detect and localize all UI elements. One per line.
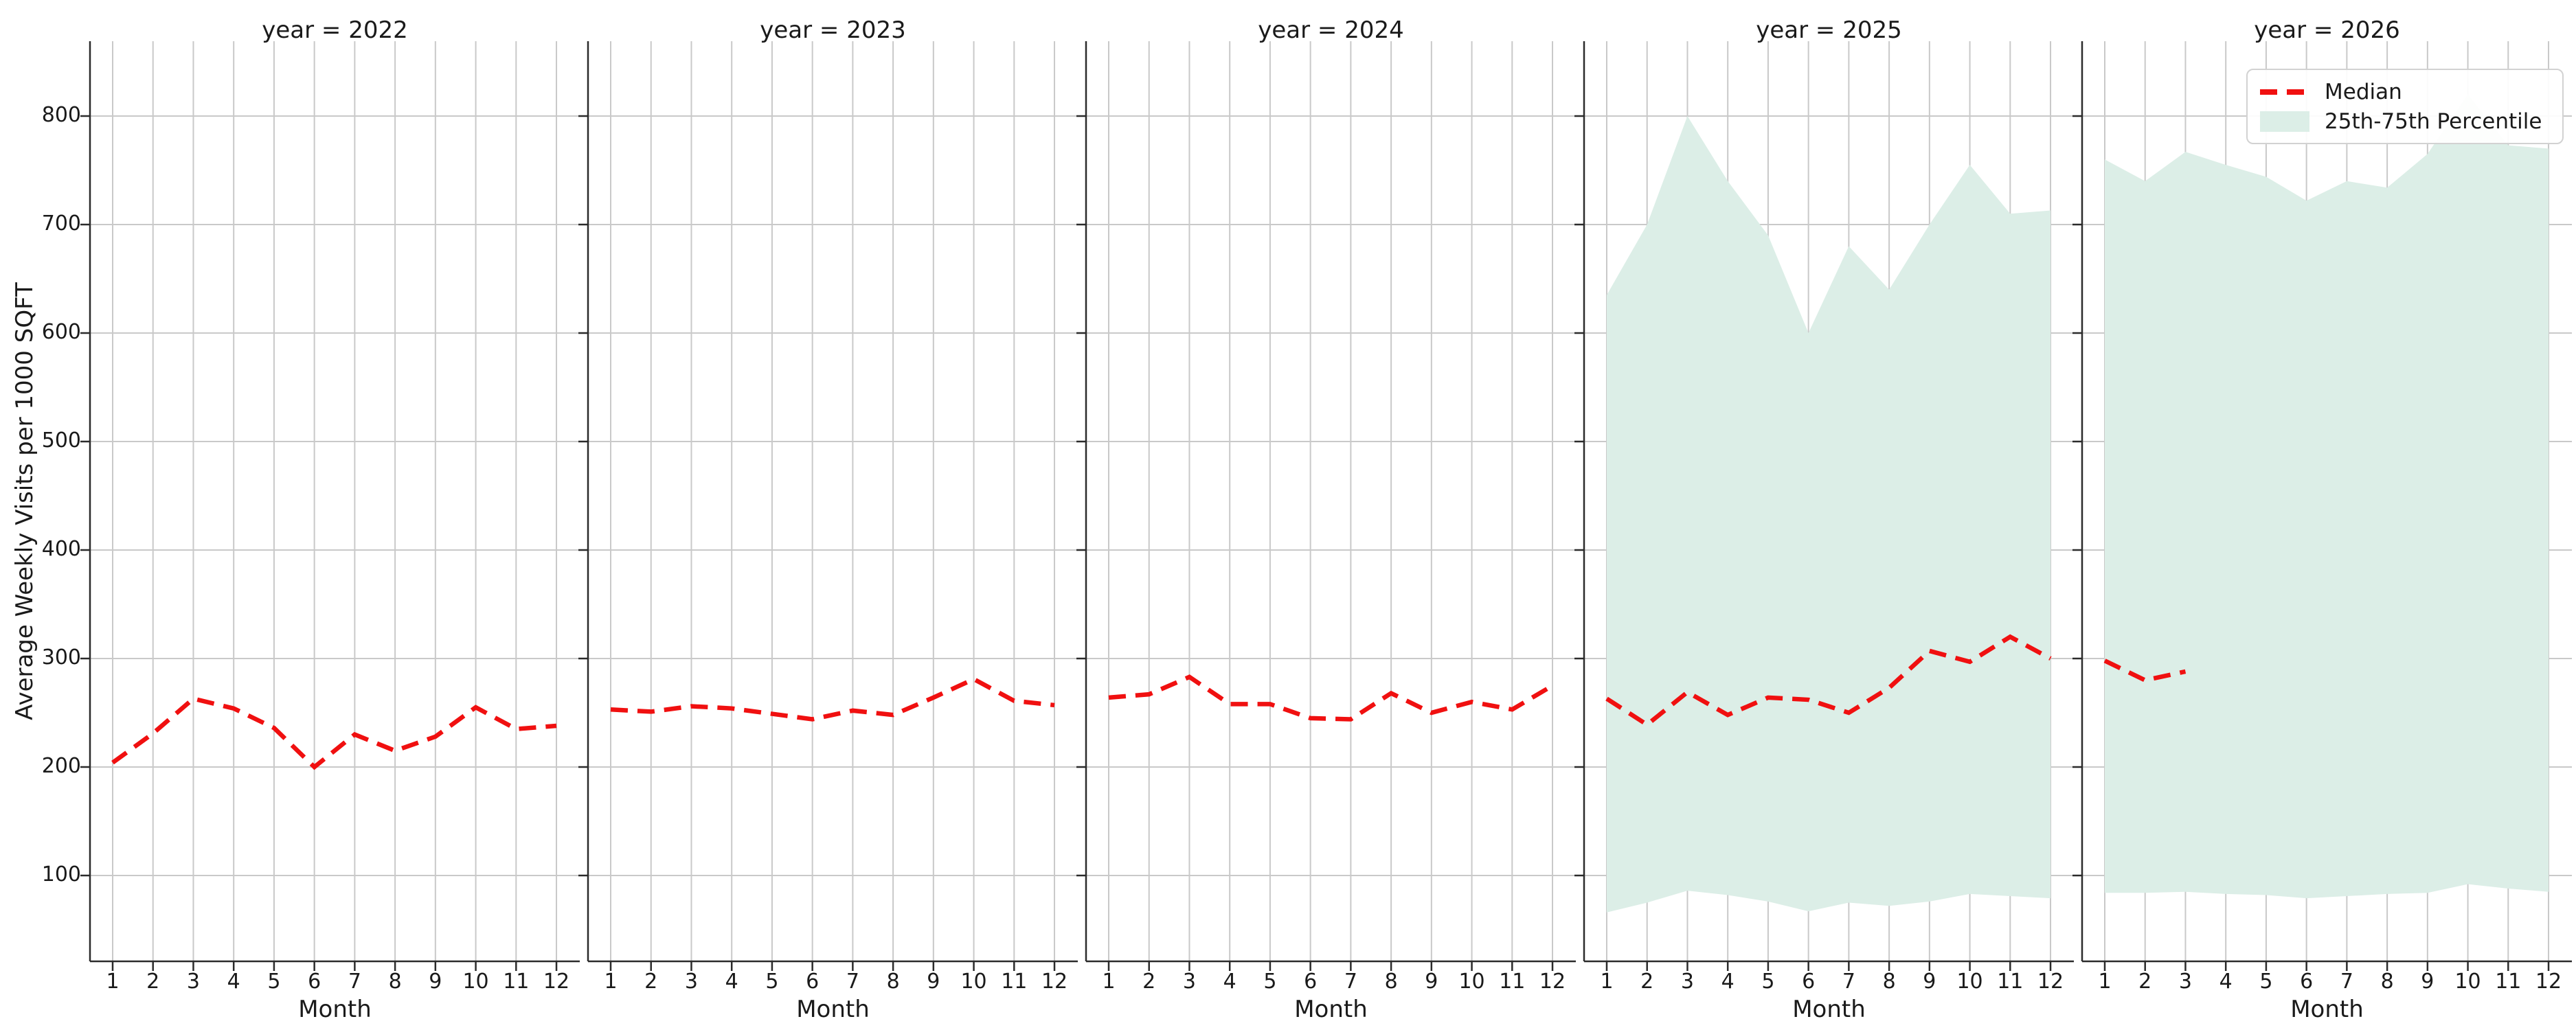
panel-title: year = 2024 [1258, 16, 1404, 44]
x-tick-label: 3 [1680, 970, 1694, 994]
x-tick-label: 6 [308, 970, 321, 994]
x-tick-label: 6 [1304, 970, 1318, 994]
y-tick-label: 100 [41, 862, 81, 886]
x-tick-label: 7 [2340, 970, 2353, 994]
panel-2023 [578, 41, 1078, 971]
legend-label-percentile-band: 25th-75th Percentile [2325, 108, 2542, 134]
x-tick-label: 4 [2219, 970, 2233, 994]
x-tick-label: 8 [1384, 970, 1398, 994]
panel-title: year = 2022 [262, 16, 408, 44]
x-tick-label: 11 [2495, 970, 2522, 994]
legend-item-percentile-band: 25th-75th Percentile [2260, 109, 2550, 134]
x-tick-label: 9 [1425, 970, 1438, 994]
x-tick-label: 2 [1640, 970, 1654, 994]
y-tick-label: 200 [41, 754, 81, 778]
x-tick-label: 10 [960, 970, 987, 994]
x-tick-label: 11 [1499, 970, 1526, 994]
x-tick-label: 7 [348, 970, 361, 994]
percentile-band [1607, 116, 2051, 913]
x-tick-label: 10 [1956, 970, 1983, 994]
x-tick-label: 11 [503, 970, 530, 994]
x-axis-label: Month [298, 996, 372, 1023]
x-tick-label: 4 [1223, 970, 1236, 994]
x-tick-label: 12 [1539, 970, 1566, 994]
x-tick-label: 9 [927, 970, 940, 994]
x-tick-label: 6 [1802, 970, 1816, 994]
panel-2025 [1574, 41, 2074, 971]
x-tick-label: 7 [1842, 970, 1855, 994]
y-tick-label: 400 [41, 537, 81, 561]
x-tick-label: 10 [1458, 970, 1485, 994]
x-tick-label: 1 [2098, 970, 2112, 994]
x-tick-label: 10 [2454, 970, 2481, 994]
x-tick-label: 7 [1344, 970, 1357, 994]
x-tick-label: 4 [1721, 970, 1735, 994]
x-tick-label: 8 [886, 970, 900, 994]
x-tick-label: 12 [1041, 970, 1068, 994]
x-tick-label: 5 [2259, 970, 2273, 994]
x-tick-label: 2 [2138, 970, 2152, 994]
legend-label-median: Median [2325, 79, 2402, 104]
x-tick-label: 2 [146, 970, 160, 994]
x-tick-label: 5 [1761, 970, 1775, 994]
panel-title: year = 2023 [760, 16, 906, 44]
x-tick-label: 8 [388, 970, 402, 994]
x-tick-label: 5 [765, 970, 779, 994]
x-tick-label: 11 [1997, 970, 2024, 994]
x-tick-label: 12 [2535, 970, 2562, 994]
x-axis-label: Month [796, 996, 870, 1023]
y-tick-label: 800 [41, 103, 81, 127]
legend-item-median: Median [2260, 80, 2550, 104]
x-tick-label: 4 [227, 970, 240, 994]
x-tick-label: 4 [725, 970, 738, 994]
x-axis-label: Month [2290, 996, 2364, 1023]
x-tick-label: 5 [267, 970, 281, 994]
x-tick-label: 7 [846, 970, 859, 994]
x-tick-label: 6 [806, 970, 820, 994]
panel-2026 [2072, 41, 2572, 971]
x-tick-label: 1 [604, 970, 618, 994]
panel-2024 [1076, 41, 1576, 971]
median-line [111, 696, 557, 770]
panel-title: year = 2025 [1756, 16, 1902, 44]
x-tick-label: 6 [2300, 970, 2314, 994]
y-tick-label: 500 [41, 428, 81, 453]
panel-title: year = 2026 [2254, 16, 2400, 44]
percentile-band-swatch-icon [2260, 111, 2309, 132]
x-tick-label: 10 [462, 970, 489, 994]
percentile-band [2105, 94, 2549, 899]
x-tick-label: 11 [1001, 970, 1028, 994]
x-tick-label: 8 [2380, 970, 2394, 994]
x-tick-label: 2 [1142, 970, 1156, 994]
x-tick-label: 8 [1882, 970, 1896, 994]
x-tick-label: 9 [2421, 970, 2434, 994]
y-tick-label: 700 [41, 211, 81, 236]
x-tick-label: 5 [1263, 970, 1277, 994]
median-line [1605, 634, 2052, 728]
x-axis-label: Month [1792, 996, 1866, 1023]
median-line [2103, 659, 2187, 683]
x-tick-label: 3 [1182, 970, 1196, 994]
x-tick-label: 2 [644, 970, 658, 994]
x-tick-label: 12 [2037, 970, 2064, 994]
legend: Median 25th-75th Percentile [2246, 69, 2564, 144]
x-tick-label: 9 [1923, 970, 1936, 994]
x-tick-label: 3 [186, 970, 200, 994]
x-tick-label: 3 [2178, 970, 2192, 994]
y-tick-label: 300 [41, 645, 81, 670]
median-line [1108, 674, 1554, 722]
median-dash-icon [2260, 89, 2309, 95]
x-tick-label: 1 [1102, 970, 1116, 994]
x-tick-label: 1 [1600, 970, 1614, 994]
x-tick-label: 9 [429, 970, 442, 994]
median-line [610, 676, 1055, 722]
y-tick-label: 600 [41, 320, 81, 344]
x-tick-label: 3 [684, 970, 698, 994]
x-tick-label: 12 [543, 970, 570, 994]
x-axis-label: Month [1294, 996, 1368, 1023]
panel-2022 [80, 41, 580, 971]
x-tick-label: 1 [106, 970, 120, 994]
